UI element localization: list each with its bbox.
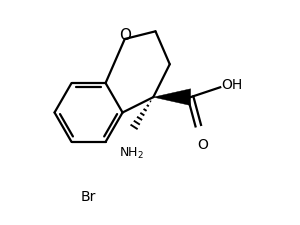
Polygon shape: [153, 89, 190, 106]
Text: O: O: [119, 28, 131, 43]
Text: NH$_2$: NH$_2$: [119, 145, 144, 160]
Text: OH: OH: [221, 78, 243, 92]
Text: O: O: [197, 138, 208, 152]
Text: Br: Br: [81, 190, 96, 204]
